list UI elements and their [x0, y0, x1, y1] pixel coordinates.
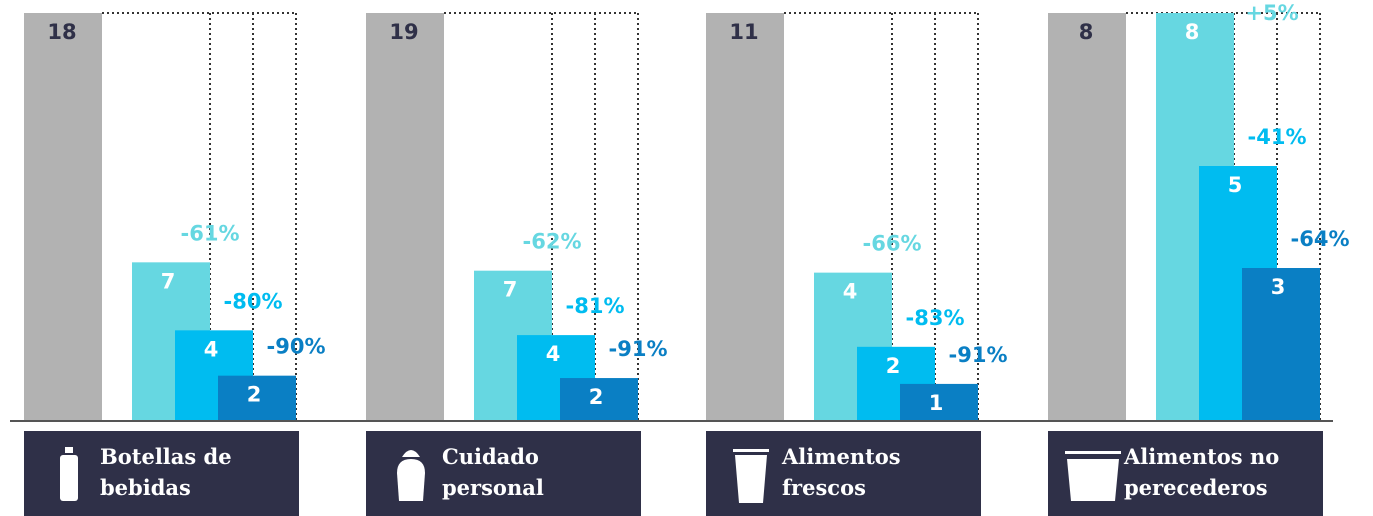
category-label: Alimentos frescos	[782, 444, 901, 500]
change-label: -83%	[906, 306, 965, 330]
icon	[733, 449, 769, 503]
icon	[1065, 451, 1121, 501]
value-label: 5	[1228, 173, 1243, 197]
change-label: -41%	[1248, 125, 1307, 149]
change-label: -66%	[863, 232, 922, 256]
value-label: 4	[843, 280, 858, 304]
value-label: 19	[389, 20, 418, 44]
icon	[60, 447, 78, 501]
value-label: 2	[247, 383, 262, 407]
icon	[397, 450, 425, 501]
value-label: 3	[1271, 275, 1286, 299]
bar	[900, 383, 978, 421]
value-label: 2	[886, 354, 901, 378]
bar	[24, 13, 102, 421]
value-label: 8	[1185, 20, 1200, 44]
change-label: -62%	[523, 230, 582, 254]
category-label: Cuidado personal	[442, 444, 544, 500]
value-label: 18	[47, 20, 76, 44]
bar	[706, 13, 784, 421]
value-label: 2	[589, 385, 604, 409]
change-label: -81%	[566, 294, 625, 318]
change-label: +5%	[1245, 1, 1298, 25]
bar	[560, 378, 638, 421]
category-label: Botellas de bebidas	[100, 444, 232, 500]
value-label: 1	[929, 391, 944, 415]
change-label: -91%	[609, 337, 668, 361]
value-label: 7	[161, 269, 176, 293]
change-label: -80%	[224, 289, 283, 313]
chart: 187-61%4-80%2-90%197-62%4-81%2-91%114-66…	[10, 1, 1350, 422]
category-box: Botellas de bebidas	[24, 431, 299, 516]
change-label: -61%	[181, 221, 240, 245]
category-label: Alimentos no perecederos	[1124, 444, 1280, 500]
bar	[1048, 13, 1126, 421]
value-label: 4	[204, 337, 219, 361]
bar	[1242, 268, 1320, 421]
bar	[366, 13, 444, 421]
value-label: 7	[503, 278, 518, 302]
bar	[218, 375, 296, 421]
value-label: 8	[1079, 20, 1094, 44]
value-label: 11	[729, 20, 758, 44]
change-label: -64%	[1291, 227, 1350, 251]
change-label: -91%	[949, 343, 1008, 367]
category-box: Cuidado personal	[366, 431, 641, 516]
category-box: Alimentos no perecederos	[1048, 431, 1323, 516]
change-label: -90%	[267, 335, 326, 359]
value-label: 4	[546, 342, 561, 366]
category-box: Alimentos frescos	[706, 431, 981, 516]
